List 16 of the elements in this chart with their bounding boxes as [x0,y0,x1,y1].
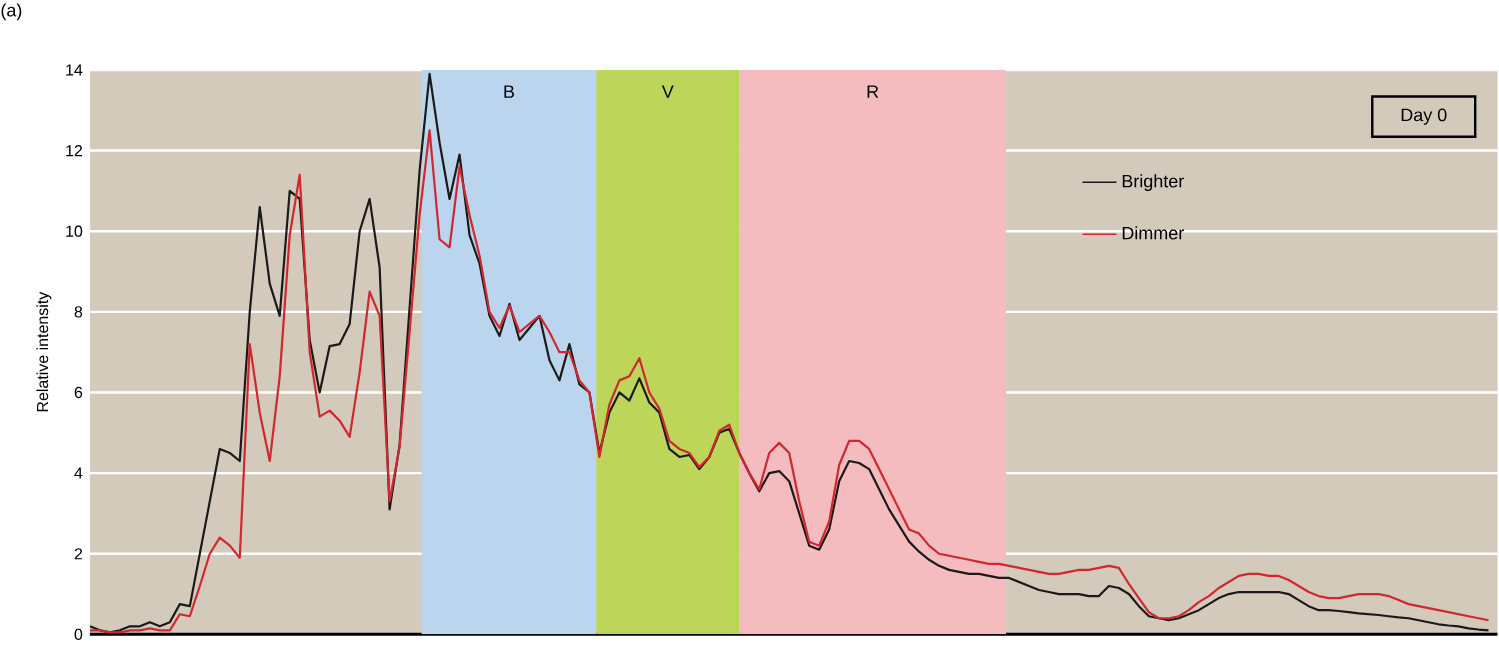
annotation: Day 0 [1401,108,1447,125]
y-tick-label: 14 [66,64,83,76]
y-tick-label: 6 [74,386,83,399]
text: (a) [1,3,22,21]
y-tick-label: 8 [74,306,83,318]
legend-label: Brighter [1122,174,1184,192]
y-tick-label: 4 [74,467,83,479]
y-axis-title: Relative intensity [36,291,52,412]
y-tick-label: 12 [66,145,83,157]
annotation: R [867,85,879,98]
annotation: B [504,85,515,98]
legend-label: Dimmer [1122,226,1184,240]
y-tick-label: 2 [74,548,83,560]
annotation: V [661,85,674,98]
y-tick-label: 10 [66,225,83,238]
y-tick-label: 0 [74,628,83,641]
